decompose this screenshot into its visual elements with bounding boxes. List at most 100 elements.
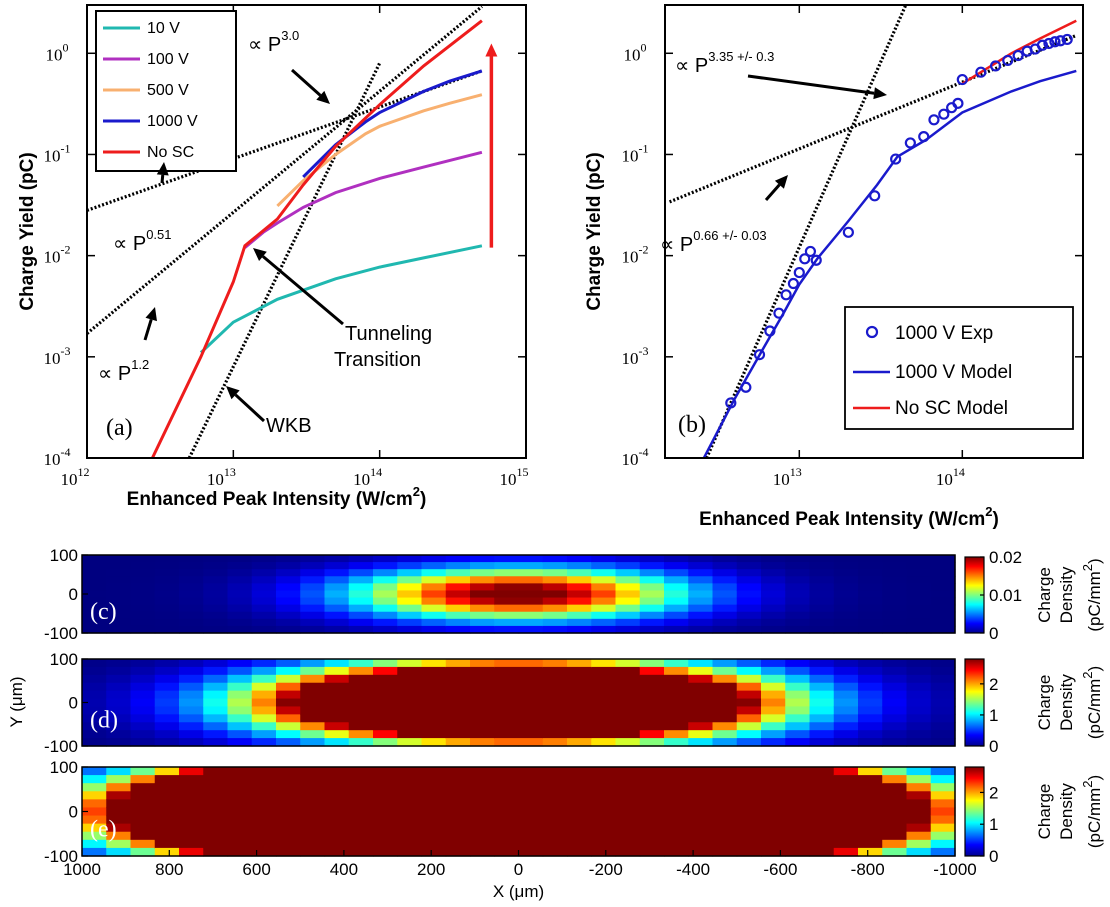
heatmap-cell [470, 583, 495, 592]
panel-b-tag: (b) [678, 412, 706, 438]
heatmap-cell [809, 659, 835, 668]
heatmap-cell [833, 738, 859, 747]
panel-a-ytick-label: 10-1 [44, 141, 71, 165]
heatmap-cell [712, 738, 738, 747]
heatmap-cell [736, 562, 762, 570]
heatmap-cell [736, 618, 762, 627]
heatmap-cell [373, 562, 398, 570]
heatmap-cell [106, 576, 132, 584]
heatmap-cell [591, 847, 617, 857]
heatmap-cell [82, 783, 107, 792]
heatmap-cell [809, 611, 835, 620]
heatmap-cell [688, 807, 714, 817]
panel-b-arrow-p066 [764, 175, 788, 201]
heatmap-cell [276, 847, 301, 857]
heatmap-cell [615, 807, 641, 817]
heatmap-cell [154, 583, 180, 592]
heatmap-cell [785, 730, 811, 739]
heatmap-cell [712, 576, 738, 584]
heatmap-cell [82, 791, 107, 800]
heatmap-cell [348, 799, 374, 809]
heatmap-cell [373, 698, 398, 708]
heatmap-cell [858, 783, 883, 792]
heatmap-cell [276, 611, 301, 620]
heatmap-cell [688, 714, 714, 723]
heatmap-cell [227, 674, 253, 684]
heatmap-cell [300, 576, 326, 584]
colorbar [964, 766, 985, 857]
panel-b-ytick-label: 10-4 [622, 445, 649, 469]
heatmap-cell [761, 569, 786, 577]
heatmap-cell [833, 799, 859, 809]
heatmap-cell [906, 807, 932, 817]
panel-a-arrow-p051-head [156, 162, 169, 176]
heatmap-cell [567, 555, 592, 563]
heatmap-cell [300, 590, 326, 599]
heatmap-cell [251, 659, 277, 668]
heatmap-cell [251, 799, 277, 809]
heatmap-cell [518, 611, 544, 620]
heatmap-cell [591, 706, 617, 715]
heatmap-cell [106, 791, 132, 800]
heatmap-cell [276, 783, 301, 792]
heatmap-cell [494, 706, 520, 715]
heatmap-cell [251, 783, 277, 792]
panel-b-plot [668, 5, 1077, 458]
heatmap-cell [688, 555, 714, 563]
heatmap-cell [348, 807, 374, 817]
heatmap-cell [227, 831, 253, 841]
heatmap-cell [518, 625, 544, 634]
heatmap-cell [130, 555, 156, 563]
heatmap-cell [736, 847, 762, 857]
heatmap-cell [736, 706, 762, 715]
heatmap-cell [664, 730, 689, 739]
heatmap-cell [615, 590, 641, 599]
panel-b-xtick-label: 1014 [936, 465, 965, 489]
heatmap-cell [106, 706, 132, 715]
heatmap-cell [397, 590, 423, 599]
heatmap-cell [470, 839, 495, 849]
panel-b-exp-point [804, 245, 817, 258]
heatmap-cell [906, 706, 932, 715]
heatmap-cell [785, 823, 811, 833]
heatmap-cell [688, 569, 714, 577]
heatmap-cell [518, 706, 544, 715]
heatmap-cell [882, 666, 908, 676]
heatmap-cell [348, 555, 374, 563]
heatmap-cell [833, 590, 859, 599]
panel-b-exp-point [918, 131, 930, 143]
panel-b-arrow-p335-shaft [747, 74, 875, 95]
heatmap-cell [494, 791, 520, 800]
colorbar-label-2: Density [1057, 674, 1076, 731]
heatmap-cell [761, 666, 786, 676]
heatmap-cell [227, 783, 253, 792]
heatmap-cell [591, 767, 617, 776]
heatmap-cell [154, 698, 180, 708]
heatmap-cell [324, 767, 350, 776]
heatmap-cell [591, 690, 617, 700]
heatmap-xtick-label: 600 [242, 860, 270, 879]
heatmap-cell [785, 682, 811, 692]
panel-b-exp-point [928, 114, 940, 126]
heatmap-cell [251, 597, 277, 606]
heatmap-cell [203, 847, 229, 857]
heatmap-cell [300, 698, 326, 708]
heatmap-cell [761, 659, 786, 668]
heatmap-cell [82, 555, 107, 563]
heatmap-cell [130, 674, 156, 684]
panel-a-ytick-label-sup: -2 [61, 243, 71, 257]
heatmap-cell [494, 815, 520, 825]
heatmap-cell [761, 674, 786, 684]
heatmap-cell [227, 555, 253, 563]
heatmap-cell [154, 775, 180, 784]
heatmap-cell [470, 815, 495, 825]
heatmap-cell [300, 847, 326, 857]
heatmap-cell [397, 847, 423, 857]
heatmap-cell [470, 625, 495, 634]
heatmap-cell [567, 738, 592, 747]
heatmap-cell [179, 738, 204, 747]
heatmap-cell [130, 807, 156, 817]
heatmap-cell [688, 590, 714, 599]
heatmap-cell [470, 847, 495, 857]
heatmap-cell [567, 783, 592, 792]
